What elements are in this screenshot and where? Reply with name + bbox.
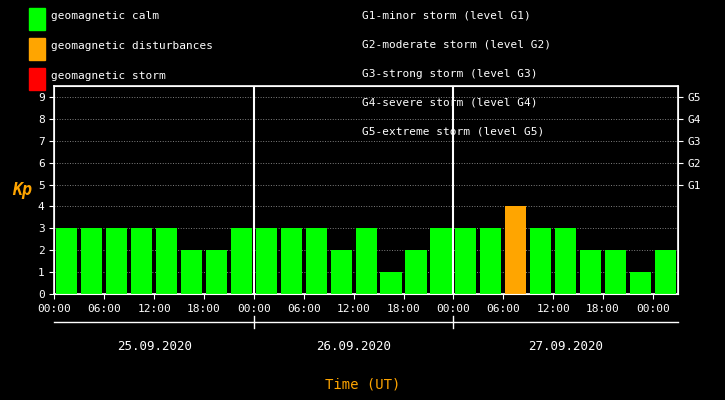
Text: geomagnetic storm: geomagnetic storm (51, 71, 165, 81)
Bar (206, 250, 227, 294)
Bar (580, 250, 601, 294)
Text: G4-severe storm (level G4): G4-severe storm (level G4) (362, 97, 538, 107)
Bar (281, 228, 302, 294)
Bar (555, 228, 576, 294)
Bar (480, 228, 502, 294)
Bar (381, 272, 402, 294)
Bar (505, 206, 526, 294)
Bar (455, 228, 476, 294)
Text: 25.09.2020: 25.09.2020 (117, 340, 191, 352)
Text: G1-minor storm (level G1): G1-minor storm (level G1) (362, 11, 531, 21)
Bar (156, 228, 177, 294)
Text: Time (UT): Time (UT) (325, 378, 400, 392)
Bar (630, 272, 651, 294)
Text: G5-extreme storm (level G5): G5-extreme storm (level G5) (362, 126, 544, 136)
Bar (331, 250, 352, 294)
Bar (530, 228, 551, 294)
Bar (405, 250, 426, 294)
Bar (655, 250, 676, 294)
Bar (131, 228, 152, 294)
Text: geomagnetic disturbances: geomagnetic disturbances (51, 41, 212, 51)
Bar (57, 228, 78, 294)
Text: G2-moderate storm (level G2): G2-moderate storm (level G2) (362, 40, 552, 50)
Text: G3-strong storm (level G3): G3-strong storm (level G3) (362, 69, 538, 78)
Text: Kp: Kp (12, 181, 32, 199)
Bar (81, 228, 102, 294)
Bar (605, 250, 626, 294)
Text: 27.09.2020: 27.09.2020 (528, 340, 603, 352)
Bar (431, 228, 452, 294)
Bar (355, 228, 377, 294)
Bar (231, 228, 252, 294)
Bar (106, 228, 128, 294)
Bar (306, 228, 327, 294)
Text: geomagnetic calm: geomagnetic calm (51, 11, 159, 21)
Bar (256, 228, 277, 294)
Bar (181, 250, 202, 294)
Text: 26.09.2020: 26.09.2020 (316, 340, 392, 352)
